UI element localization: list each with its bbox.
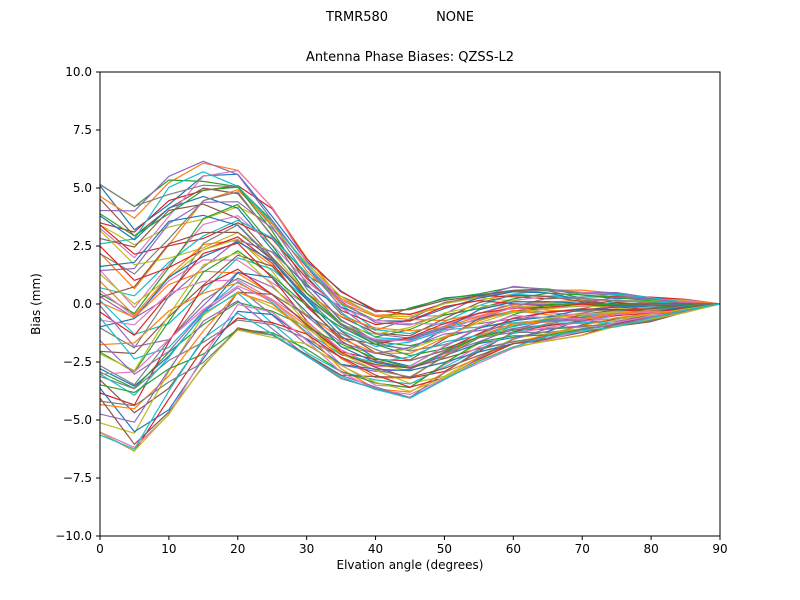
phase-bias-line bbox=[99, 171, 721, 335]
suptitle-station: TRMR580 bbox=[326, 10, 389, 25]
phase-bias-line bbox=[99, 238, 721, 354]
y-tick-label: 7.5 bbox=[73, 123, 92, 137]
phase-bias-line bbox=[99, 291, 721, 410]
phase-bias-line bbox=[99, 303, 721, 452]
phase-bias-line bbox=[99, 187, 721, 313]
phase-bias-line bbox=[99, 287, 721, 375]
phase-bias-line bbox=[99, 257, 721, 348]
chart-title: Antenna Phase Biases: QZSS-L2 bbox=[305, 50, 515, 65]
phase-bias-line bbox=[99, 162, 721, 316]
x-tick-label: 70 bbox=[575, 542, 590, 556]
x-tick-label: 40 bbox=[368, 542, 383, 556]
phase-bias-line bbox=[99, 222, 721, 326]
x-tick-label: 10 bbox=[161, 542, 176, 556]
y-tick-label: −2.5 bbox=[63, 355, 92, 369]
suptitle-antenna: NONE bbox=[436, 10, 474, 25]
phase-bias-line bbox=[99, 231, 720, 361]
y-axis-label: Bias (mm) bbox=[29, 273, 43, 335]
y-tick-label: 10.0 bbox=[65, 65, 92, 79]
y-tick-label: −7.5 bbox=[63, 471, 92, 485]
phase-bias-line bbox=[99, 160, 721, 326]
x-tick-label: 80 bbox=[643, 542, 658, 556]
phase-bias-line bbox=[99, 184, 721, 331]
y-tick-label: 2.5 bbox=[73, 239, 92, 253]
phase-bias-line bbox=[99, 303, 721, 448]
phase-bias-line bbox=[99, 268, 721, 406]
phase-bias-line bbox=[99, 206, 721, 318]
phase-bias-line bbox=[99, 292, 721, 396]
figure-suptitle: TRMR580 NONE bbox=[0, 10, 800, 25]
x-tick-label: 30 bbox=[299, 542, 314, 556]
y-tick-label: 5.0 bbox=[73, 181, 92, 195]
y-tick-label: −10.0 bbox=[55, 529, 92, 543]
x-tick-label: 60 bbox=[506, 542, 521, 556]
x-axis-label: Elvation angle (degrees) bbox=[336, 558, 484, 572]
x-tick-label: 50 bbox=[437, 542, 452, 556]
phase-bias-line bbox=[99, 303, 721, 450]
x-tick-label: 20 bbox=[230, 542, 245, 556]
phase-bias-line bbox=[99, 239, 721, 342]
x-tick-label: 0 bbox=[96, 542, 104, 556]
y-tick-label: −5.0 bbox=[63, 413, 92, 427]
phase-bias-line bbox=[99, 303, 721, 452]
phase-bias-line bbox=[99, 191, 721, 342]
y-tick-label: 0.0 bbox=[73, 297, 92, 311]
x-tick-label: 90 bbox=[712, 542, 727, 556]
